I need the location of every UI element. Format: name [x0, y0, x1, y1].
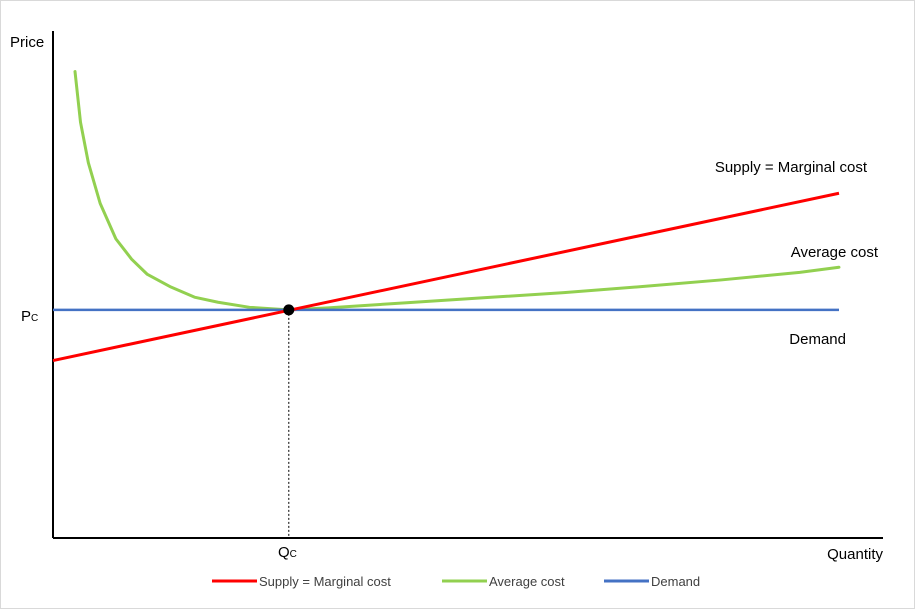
y-tick-label-pc: PC: [21, 308, 38, 325]
average-cost-line: [73, 70, 841, 312]
x-tick-main: Q: [278, 544, 290, 561]
legend-label-supply: Supply = Marginal cost: [259, 574, 391, 589]
y-tick-main: P: [21, 308, 31, 325]
x-tick-label-qc: QC: [278, 544, 297, 561]
legend-label-demand: Demand: [651, 574, 700, 589]
legend-label-average-cost: Average cost: [489, 574, 565, 589]
equilibrium-point: [283, 304, 295, 316]
x-axis-title: Quantity: [827, 546, 883, 563]
supply-curve-label: Supply = Marginal cost: [715, 159, 868, 176]
demand-curve-label: Demand: [789, 331, 846, 348]
x-tick-sub: C: [290, 549, 297, 560]
average-cost-curve-label: Average cost: [791, 244, 879, 261]
legend: Supply = Marginal cost Average cost Dema…: [212, 574, 700, 589]
supply-line: [52, 191, 840, 363]
y-axis-title: Price: [10, 34, 44, 51]
y-tick-sub: C: [31, 313, 38, 324]
